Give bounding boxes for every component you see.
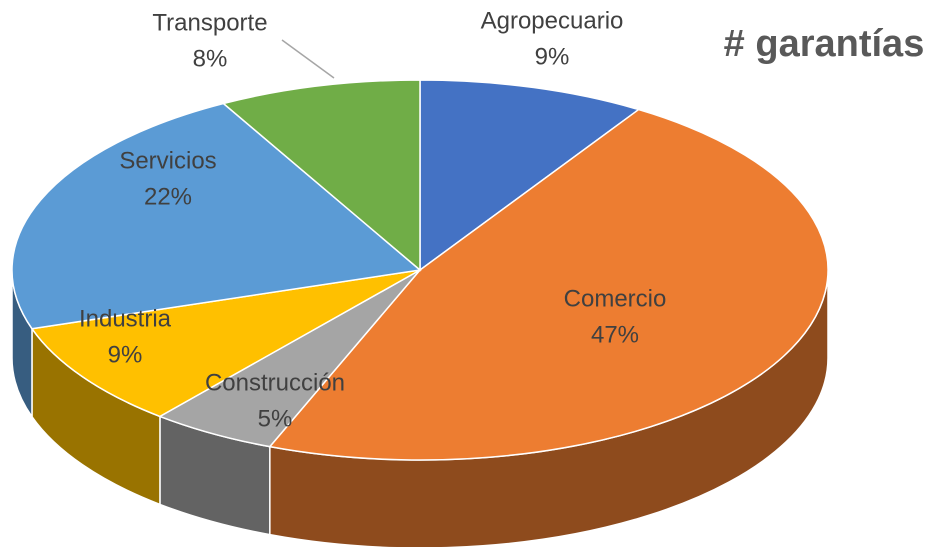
slice-label: Transporte [152,9,267,36]
slice-value-label: 8% [193,45,228,72]
slice-value-label: 47% [591,321,639,348]
pie-sides [11,269,829,547]
slice-label: Agropecuario [481,7,624,34]
slice [11,102,422,330]
slice-label: Comercio [564,285,667,312]
slice-label: Servicios [119,147,216,174]
slice-value-label: 9% [108,341,143,368]
slice [419,79,641,272]
slice [30,269,421,418]
slice-value-label: 5% [258,405,293,432]
slice [221,79,421,272]
slice [268,108,829,461]
slice-label: Construcción [205,369,345,396]
leader-line [281,39,335,79]
slice-value-label: 9% [535,43,570,70]
slice-label: Industria [79,305,172,332]
chart-title: # garantías [724,23,925,65]
pie-tops [11,79,829,461]
slice-value-label: 22% [144,183,192,210]
